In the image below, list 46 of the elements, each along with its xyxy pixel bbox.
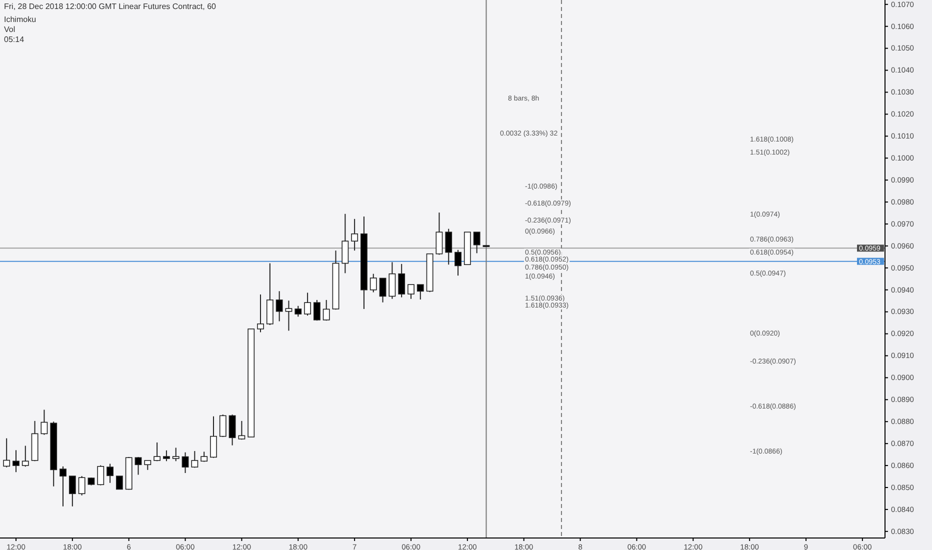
candlestick bbox=[304, 292, 311, 316]
candlestick bbox=[22, 445, 29, 468]
candlestick bbox=[379, 278, 386, 303]
candlestick bbox=[40, 409, 48, 436]
candlestick bbox=[473, 232, 480, 254]
candlestick bbox=[445, 228, 452, 266]
candlestick bbox=[416, 284, 424, 300]
candlestick bbox=[322, 299, 330, 322]
candlestick bbox=[60, 466, 66, 507]
candlestick bbox=[266, 262, 274, 326]
candlestick bbox=[154, 442, 161, 462]
candlestick bbox=[408, 284, 414, 300]
annotation: 05:14 bbox=[4, 34, 25, 44]
candlestick bbox=[106, 463, 114, 484]
candlestick bbox=[370, 273, 377, 293]
candlestick bbox=[454, 249, 462, 276]
annotation: Vol bbox=[4, 24, 16, 34]
candlestick bbox=[238, 420, 246, 440]
candlestick bbox=[134, 456, 142, 476]
candlestick bbox=[257, 294, 264, 333]
candlestick bbox=[228, 414, 236, 446]
candlestick bbox=[342, 213, 349, 274]
candlestick bbox=[12, 450, 20, 473]
candlestick bbox=[294, 305, 302, 318]
annotation: Ichimoku bbox=[4, 14, 36, 24]
candlestick bbox=[163, 450, 170, 462]
candlestick bbox=[144, 460, 152, 470]
candlestick bbox=[97, 464, 104, 486]
candlestick bbox=[116, 476, 123, 490]
candlestick bbox=[276, 290, 283, 322]
candlestick bbox=[172, 447, 180, 462]
candlestick bbox=[436, 212, 443, 256]
candlestick bbox=[3, 438, 10, 468]
candlestick bbox=[398, 263, 406, 298]
candlestick bbox=[191, 450, 198, 468]
candlestick bbox=[313, 299, 320, 322]
candlestick bbox=[200, 451, 208, 462]
candlestick bbox=[182, 452, 189, 474]
candlestick bbox=[351, 218, 358, 252]
candlestick bbox=[68, 476, 76, 507]
candlestick bbox=[219, 414, 226, 438]
candlestick bbox=[285, 300, 292, 332]
chart-title: Fri, 28 Dec 2018 12:00:00 GMT Linear Futures Contract, 60 bbox=[4, 2, 217, 11]
candlestick bbox=[78, 476, 86, 496]
candlestick bbox=[388, 262, 396, 300]
candlestick bbox=[210, 416, 217, 458]
